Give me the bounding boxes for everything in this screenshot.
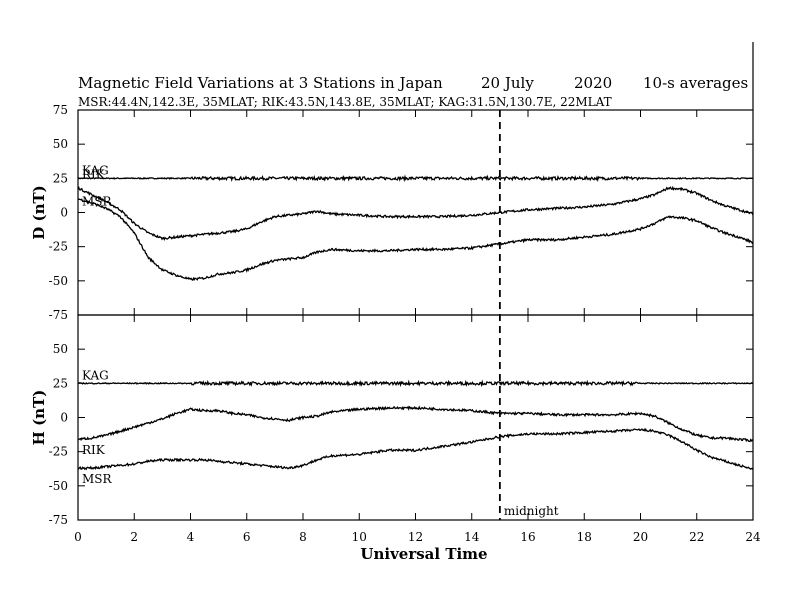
series-label-kag-d: KAG	[82, 163, 109, 177]
chart-year: 2020	[574, 74, 612, 92]
x-tick-label: 24	[745, 530, 761, 544]
y-tick-label: 0	[60, 411, 68, 425]
y-tick-label: -25	[49, 445, 68, 459]
chart-title: Magnetic Field Variations at 3 Stations …	[78, 74, 443, 92]
panel-frame-d	[77, 109, 754, 316]
x-tick-label: 6	[243, 530, 251, 544]
y-axis-label-d: D (nT)	[30, 185, 48, 240]
y-tick-label: 25	[53, 376, 68, 390]
series-line-rik-h	[77, 405, 754, 443]
x-tick-label: 4	[187, 530, 195, 544]
y-tick-label: -50	[49, 274, 68, 288]
y-tick-label: -25	[49, 240, 68, 254]
y-tick-label: -75	[49, 308, 68, 322]
chart-subtitle: MSR:44.4N,142.3E, 35MLAT; RIK:43.5N,143.…	[78, 95, 612, 109]
y-tick-label: 50	[53, 137, 68, 151]
series-label-msr-h: MSR	[82, 472, 113, 486]
x-tick-label: 8	[299, 530, 307, 544]
h-component-panel: 50 25 0 -25 -50 -75 KAG RIK MSR	[49, 314, 754, 527]
x-tick-label: 12	[408, 530, 423, 544]
x-tick-label: 18	[577, 530, 592, 544]
series-line-kag-h	[77, 379, 754, 388]
midnight-label: midnight	[504, 504, 559, 518]
x-tick-label: 10	[352, 530, 367, 544]
x-tick-label: 0	[74, 530, 82, 544]
y-tick-label: -75	[49, 513, 68, 527]
series-line-kag-d	[77, 174, 754, 183]
series-line-rik-d	[77, 185, 754, 241]
series-label-kag-h: KAG	[82, 368, 109, 382]
x-tick-label: 2	[130, 530, 138, 544]
y-tick-label: 0	[60, 206, 68, 220]
chart-date: 20 July	[481, 74, 534, 92]
y-tick-label: -50	[49, 479, 68, 493]
series-label-rik-h: RIK	[82, 443, 106, 457]
series-line-msr-h	[77, 427, 754, 471]
series-label-rik-d: RIK	[82, 168, 106, 182]
x-tick-label: 16	[520, 530, 535, 544]
y-axis-label-h: H (nT)	[30, 390, 48, 446]
x-tick-label: 20	[633, 530, 648, 544]
series-label-msr-d: MSR	[82, 195, 113, 209]
panel-frame-h	[77, 314, 754, 521]
x-axis: 0 2 4 6 8 10 12 14 16 18 20 22 24	[74, 530, 761, 544]
y-tick-label: 50	[53, 342, 68, 356]
x-axis-label: Universal Time	[360, 545, 487, 563]
series-line-msr-d	[77, 198, 754, 282]
x-tick-label: 22	[689, 530, 704, 544]
y-tick-label: 25	[53, 171, 68, 185]
y-tick-label: 75	[53, 103, 68, 117]
chart-averaging: 10-s averages	[643, 74, 748, 92]
x-tick-label: 14	[464, 530, 480, 544]
